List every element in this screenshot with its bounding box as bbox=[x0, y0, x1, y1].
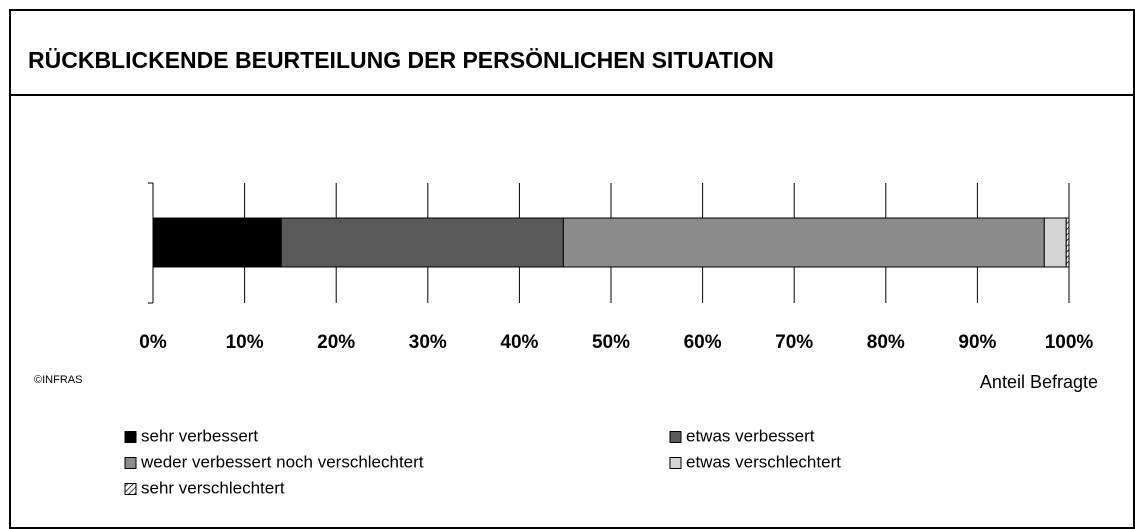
x-tick-label: 40% bbox=[500, 332, 538, 353]
legend-swatch bbox=[669, 431, 682, 443]
bar-segment bbox=[280, 217, 564, 268]
x-tick-label: 100% bbox=[1045, 332, 1094, 353]
legend-swatch bbox=[669, 457, 682, 469]
bar-segment bbox=[152, 217, 282, 268]
x-tick-label: 80% bbox=[867, 332, 905, 353]
annotation: ©INFRAS bbox=[34, 374, 82, 386]
legend-swatch bbox=[124, 483, 137, 495]
x-tick-label: 60% bbox=[684, 332, 722, 353]
x-tick-label: 20% bbox=[317, 332, 355, 353]
x-tick-label: 30% bbox=[409, 332, 447, 353]
x-tick-label: 70% bbox=[775, 332, 813, 353]
x-tick-label: 50% bbox=[592, 332, 630, 353]
frame bbox=[9, 9, 1135, 529]
legend-label: etwas verbessert bbox=[686, 426, 815, 445]
legend-label: sehr verschlechtert bbox=[141, 478, 285, 497]
bar-segment bbox=[1065, 217, 1070, 268]
x-tick-label: 0% bbox=[139, 332, 167, 353]
legend-swatch bbox=[124, 431, 137, 443]
bar-segment bbox=[1043, 217, 1067, 268]
legend-label: weder verbessert noch verschlechtert bbox=[140, 452, 424, 471]
legend-swatch bbox=[124, 457, 137, 469]
bar-segment bbox=[562, 217, 1045, 268]
chart-title: RÜCKBLICKENDE BEURTEILUNG DER PERSÖNLICH… bbox=[28, 47, 774, 73]
legend-label: etwas verschlechtert bbox=[686, 452, 841, 471]
x-tick-label: 10% bbox=[226, 332, 264, 353]
x-axis-label: Anteil Befragte bbox=[980, 372, 1098, 392]
legend-label: sehr verbessert bbox=[141, 426, 258, 445]
x-tick-label: 90% bbox=[958, 332, 996, 353]
